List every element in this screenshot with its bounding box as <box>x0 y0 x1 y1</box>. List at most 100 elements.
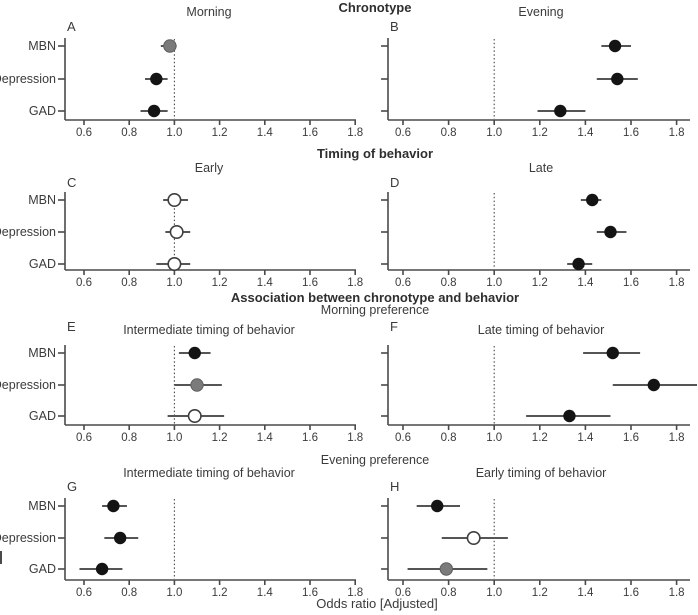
x-tick-label: 1.6 <box>623 277 639 289</box>
y-axis-label-mbn: MBN <box>28 346 56 360</box>
cropped-edge-artifact <box>0 551 2 564</box>
x-tick-label: 1.6 <box>623 432 639 444</box>
x-tick-label: 1.0 <box>486 277 502 289</box>
x-tick-label: 0.6 <box>76 127 92 139</box>
x-tick-label: 1.2 <box>532 127 548 139</box>
x-tick-label: 0.8 <box>441 127 457 139</box>
or-marker-mbn <box>606 346 619 360</box>
x-tick-label: 0.6 <box>395 587 411 599</box>
x-tick-label: 0.6 <box>76 432 92 444</box>
section-title-3: Association between chronotype and behav… <box>230 290 520 305</box>
x-tick-label: 1.0 <box>166 277 182 289</box>
or-marker-depression <box>113 531 127 545</box>
or-marker-mbn <box>431 499 444 513</box>
x-tick-label: 0.8 <box>121 277 137 289</box>
x-tick-label: 1.4 <box>257 127 274 139</box>
x-tick-label: 0.6 <box>395 127 411 139</box>
x-tick-label: 1.6 <box>302 277 318 289</box>
x-tick-label: 1.4 <box>257 432 274 444</box>
or-marker-gad <box>554 104 567 118</box>
y-axis-label-depression: Depression <box>0 72 56 86</box>
x-tick-label: 0.6 <box>76 277 92 289</box>
panel-title-f: Late timing of behavior <box>477 323 605 337</box>
panel-e: 0.6 0.8 1.0 1.2 1.4 1.6 1.8 <box>58 345 363 444</box>
or-marker-depression <box>647 378 660 392</box>
or-marker-gad <box>563 409 576 423</box>
x-tick-label: 0.8 <box>121 432 137 444</box>
or-marker-mbn <box>163 39 177 53</box>
x-tick-label: 0.8 <box>121 587 137 599</box>
x-tick-label: 1.0 <box>486 587 502 599</box>
x-tick-label: 1.6 <box>302 587 318 599</box>
or-marker-mbn <box>608 39 622 53</box>
or-marker-gad <box>147 104 161 118</box>
panel-letter-h: H <box>390 479 400 494</box>
panel-letter-f: F <box>390 319 398 334</box>
x-tick-label: 1.2 <box>212 587 228 599</box>
section-title-2: Timing of behavior <box>316 146 434 161</box>
or-marker-mbn <box>107 499 120 513</box>
panel-title-g: Intermediate timing of behavior <box>123 466 295 480</box>
x-tick-label: 0.8 <box>441 432 457 444</box>
panel-letter-a: A <box>67 19 76 34</box>
x-tick-label: 1.8 <box>669 432 685 444</box>
or-marker-depression <box>466 530 481 545</box>
panel-title-d: Late <box>528 161 554 175</box>
x-tick-label: 1.4 <box>577 432 594 444</box>
y-axis-label-gad: GAD <box>28 104 56 118</box>
y-axis-label-mbn: MBN <box>28 39 56 53</box>
or-marker-depression <box>604 225 617 239</box>
x-tick-label: 1.2 <box>532 587 548 599</box>
panel-a: 0.6 0.8 1.0 1.2 1.4 1.6 1.8 <box>58 38 363 139</box>
x-tick-label: 1.0 <box>166 127 182 139</box>
panel-title-e: Intermediate timing of behavior <box>123 323 295 337</box>
panel-letter-b: B <box>390 19 399 34</box>
x-tick-label: 1.4 <box>577 587 594 599</box>
panel-g: 0.6 0.8 1.0 1.2 1.4 1.6 1.8 <box>58 498 363 599</box>
panel-letter-e: E <box>67 319 76 334</box>
or-marker-depression <box>150 72 163 86</box>
x-tick-label: 1.4 <box>257 277 274 289</box>
panel-letter-d: D <box>390 175 400 190</box>
x-tick-label: 1.6 <box>623 587 639 599</box>
x-tick-label: 1.8 <box>347 587 363 599</box>
or-marker-mbn <box>167 193 182 208</box>
y-axis-label-gad: GAD <box>28 562 56 576</box>
x-tick-label: 1.8 <box>669 587 685 599</box>
x-tick-label: 1.8 <box>669 277 685 289</box>
x-tick-label: 1.6 <box>302 432 318 444</box>
or-marker-gad <box>95 562 109 576</box>
y-axis-label-depression: Depression <box>0 225 56 239</box>
panel-title-h: Early timing of behavior <box>475 466 607 480</box>
x-tick-label: 1.0 <box>166 587 182 599</box>
x-tick-label: 1.2 <box>532 432 548 444</box>
panel-letter-c: C <box>67 175 77 190</box>
or-marker-depression <box>169 225 184 240</box>
x-tick-label: 1.6 <box>302 127 318 139</box>
x-tick-label: 0.6 <box>76 587 92 599</box>
panel-d: 0.6 0.8 1.0 1.2 1.4 1.6 1.8 <box>381 192 690 289</box>
or-marker-gad <box>167 256 182 271</box>
section-subtitle-4: Evening preference <box>320 453 430 467</box>
panel-f: 0.6 0.8 1.0 1.2 1.4 1.6 1.8 <box>381 345 697 444</box>
x-tick-label: 1.8 <box>347 277 363 289</box>
x-tick-label: 0.8 <box>121 127 137 139</box>
x-tick-label: 1.2 <box>532 277 548 289</box>
x-tick-label: 1.4 <box>257 587 274 599</box>
x-tick-label: 0.6 <box>395 277 411 289</box>
x-tick-label: 1.8 <box>347 127 363 139</box>
x-tick-label: 0.8 <box>441 587 457 599</box>
x-tick-label: 1.4 <box>577 277 594 289</box>
panel-title-a: Morning <box>186 5 232 19</box>
y-axis-label-depression: Depression <box>0 531 56 545</box>
y-axis-label-gad: GAD <box>28 409 56 423</box>
x-tick-label: 0.6 <box>395 432 411 444</box>
x-tick-label: 1.2 <box>212 127 228 139</box>
y-axis-label-gad: GAD <box>28 257 56 271</box>
x-tick-label: 1.8 <box>347 432 363 444</box>
y-axis-label-mbn: MBN <box>28 499 56 513</box>
x-tick-label: 1.4 <box>577 127 594 139</box>
x-tick-label: 1.8 <box>669 127 685 139</box>
x-tick-label: 1.2 <box>212 277 228 289</box>
